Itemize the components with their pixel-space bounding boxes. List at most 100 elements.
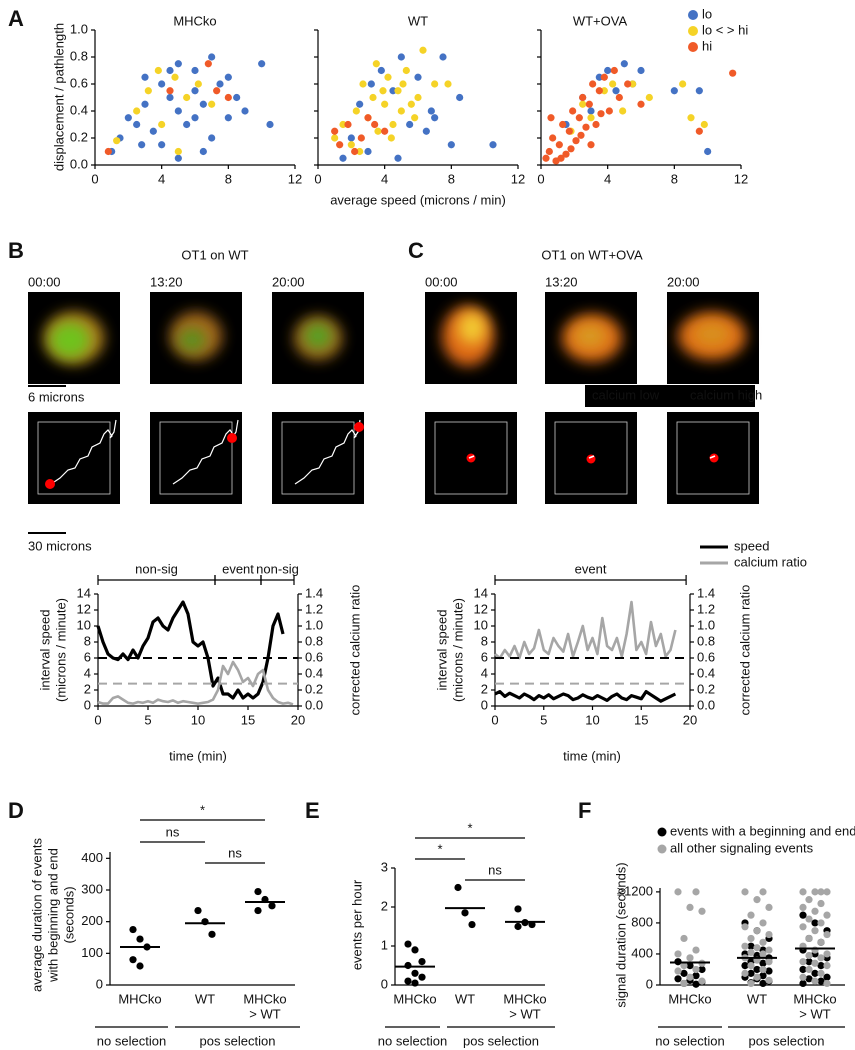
data-point [698,977,706,985]
y2-tick-label: 0.0 [697,697,715,712]
scatter-point [595,73,603,81]
data-point [680,969,688,977]
data-point [741,923,749,931]
scatter-point [399,80,407,88]
scatter-point [397,107,405,115]
panel-label: D [8,798,24,823]
scatter-point [379,87,387,95]
scatter-point [600,87,608,95]
scatter-point [444,80,452,88]
scatter-point [166,66,174,75]
y-tick-label: 0 [84,697,91,712]
scatter-point [359,80,367,88]
data-point [404,961,412,970]
track-images [425,412,759,504]
data-point [698,965,706,974]
y-tick-label: 1 [381,937,388,952]
y2-tick-label: 0.4 [305,665,323,680]
scatter-point [224,93,232,102]
scatter-point [619,107,627,115]
x-tick-label: 0 [91,171,98,186]
y2-axis-label: corrected calcium ratio [347,585,362,716]
significance-label: ns [488,862,502,877]
scatter-point [587,107,595,115]
scatter-point [191,66,199,75]
interval-bracket [260,575,295,585]
scatter-point [224,114,232,122]
data-point [461,909,469,917]
x-tick-label: 5 [144,712,151,727]
data-point [418,958,426,966]
data-point [753,965,761,974]
category-label: WT [747,991,767,1006]
y-tick-label: 6 [84,649,91,664]
x-tick-label: 15 [634,712,648,727]
scatter-point [549,134,557,142]
scatter-point [113,137,121,145]
y-axis-label: events per hour [349,879,364,970]
data-point [741,969,749,977]
y-tick-label: 14 [474,585,488,600]
scatter-point [199,100,207,108]
data-point [765,903,773,912]
scatter-point [579,100,587,108]
data-point [823,973,831,981]
scatter-point [414,73,422,81]
x-tick-label: 12 [288,171,302,186]
y-axis-label: (microns / minute) [450,598,465,702]
y-tick-label: 12 [77,601,91,616]
scatter-point [266,120,274,129]
scatter-point [670,87,678,95]
y2-axis-label: corrected calcium ratio [737,585,752,716]
scatter-point [352,107,360,115]
scatter-point [555,141,563,149]
interval-bracket [214,575,262,585]
y2-tick-label: 0.8 [697,633,715,648]
interval-label: event [575,561,607,576]
significance-label: * [200,802,205,817]
x-axis-label: time (min) [563,748,621,763]
data-point [799,973,807,981]
panel-title: WT+OVA [573,13,628,28]
scatter-point [422,127,430,135]
data-point [692,980,700,988]
timestamp: 00:00 [28,274,61,289]
scatter-point [397,53,405,61]
data-point [817,888,825,896]
scatter-point [133,120,141,129]
data-point [805,896,813,904]
data-point [136,935,144,943]
data-point [799,979,807,988]
x-tick-label: 10 [191,712,205,727]
scale-bar-label: 6 microns [28,389,85,404]
y-axis-label: displacement / pathlength [51,23,66,171]
legend-marker [688,42,698,52]
y-tick-label: 2 [481,681,488,696]
panel-title: OT1 on WT [181,247,248,262]
scatter-point [637,100,645,108]
data-point [823,979,831,988]
data-point [747,942,755,950]
y2-tick-label: 1.2 [305,601,323,616]
scatter-point [431,114,439,122]
x-tick-label: 0 [94,712,101,727]
y-axis-label: signal duration (seconds) [613,862,628,1007]
scatter-point [439,53,447,61]
data-point [404,977,412,985]
y-axis-label: (seconds) [61,886,76,943]
legend-label: hi [702,38,712,53]
scatter-point [356,100,364,108]
scatter-point [199,147,207,156]
scatter-point [595,87,603,95]
scatter-point [597,110,605,118]
data-point [468,920,476,929]
scatter-point [612,87,620,95]
scatter-point [605,107,613,115]
y-tick-label: 400 [81,850,103,865]
data-point [759,972,767,980]
scatter-point [394,87,402,95]
data-point [759,979,767,988]
y-tick-label: ≥1200 [617,883,653,898]
panel-title: WT [408,13,428,28]
scatter-point [154,66,162,75]
